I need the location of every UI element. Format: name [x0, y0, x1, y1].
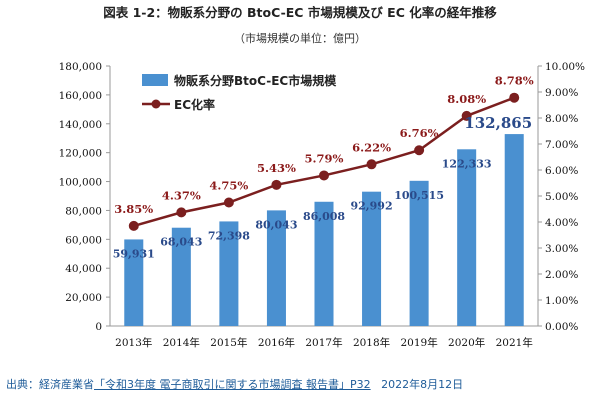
rate-point — [223, 197, 234, 208]
y-right-tick-label: 3.00% — [545, 243, 578, 255]
bar — [314, 201, 334, 326]
legend: 物販系分野BtoC-EC市場規模 EC化率 — [142, 73, 337, 112]
bar — [362, 191, 382, 326]
rate-value-label: 5.43% — [257, 161, 296, 175]
y-left-tick-label: 120,000 — [59, 148, 102, 160]
y-left-tick-label: 0 — [95, 321, 102, 333]
rate-value-label: 5.79% — [305, 151, 344, 165]
bar-value-label: 122,333 — [442, 157, 492, 170]
rate-value-label: 8.08% — [447, 92, 486, 106]
x-tick-label: 2013年 — [115, 336, 152, 349]
rate-point — [509, 92, 520, 103]
y-left-tick-label: 20,000 — [65, 292, 102, 304]
rate-value-label: 6.76% — [400, 126, 439, 140]
bar — [266, 210, 286, 326]
source-note: 出典：経済産業省「令和3年度 電子商取引に関する市場調査 報告書」P32 202… — [6, 376, 463, 392]
source-prefix: 出典：経済産業省 — [6, 378, 94, 391]
bar-value-label: 59,931 — [113, 247, 155, 260]
bar-value-label: 132,865 — [464, 114, 532, 132]
x-tick-label: 2020年 — [448, 336, 485, 349]
x-tick-label: 2014年 — [163, 336, 200, 349]
rate-point — [128, 220, 139, 231]
bar-value-label: 86,008 — [303, 210, 345, 223]
y-right-tick-label: 4.00% — [545, 217, 578, 229]
y-right-tick-label: 9.00% — [545, 87, 578, 99]
rate-point — [461, 110, 472, 121]
y-right-tick-label: 0.00% — [545, 321, 578, 333]
rate-line — [128, 92, 520, 231]
y-left-tick-label: 40,000 — [65, 263, 102, 275]
bar-value-label: 68,043 — [160, 236, 202, 249]
chart-title: 図表 1-2：物販系分野の BtoC-EC 市場規模及び EC 化率の経年推移 — [103, 5, 497, 20]
bar — [219, 221, 239, 326]
y-right-tick-label: 2.00% — [545, 269, 578, 281]
y-left-tick-label: 100,000 — [59, 177, 102, 189]
bar-value-label: 100,515 — [394, 189, 444, 202]
bar — [409, 180, 429, 326]
bar-value-label: 72,398 — [208, 229, 250, 242]
y-left-tick-label: 140,000 — [59, 119, 102, 131]
x-tick-label: 2021年 — [496, 336, 533, 349]
x-tick-label: 2019年 — [400, 336, 437, 349]
x-tick-label: 2017年 — [305, 336, 342, 349]
legend-bar-swatch — [142, 74, 168, 86]
source-date: 2022年8月12日 — [381, 378, 464, 391]
y-right-tick-label: 8.00% — [545, 113, 578, 125]
rate-value-label: 3.85% — [114, 202, 153, 216]
bar — [124, 239, 144, 326]
bar-value-label: 80,043 — [255, 218, 297, 231]
y-right-tick-label: 10.00% — [545, 61, 585, 73]
y-left-tick-label: 180,000 — [59, 61, 102, 73]
rate-value-label: 6.22% — [352, 140, 391, 154]
bar-value-label: 92,992 — [351, 200, 393, 213]
rate-value-label: 8.78% — [495, 74, 534, 88]
y-right-tick-label: 7.00% — [545, 139, 578, 151]
y-right-tick-label: 1.00% — [545, 295, 578, 307]
legend-line-label: EC化率 — [174, 97, 215, 112]
rate-value-label: 4.75% — [209, 179, 248, 193]
x-tick-label: 2018年 — [353, 336, 390, 349]
rate-point — [366, 159, 377, 170]
bar — [171, 227, 191, 326]
chart-subtitle: （市場規模の単位：億円） — [234, 31, 366, 45]
source-report-link[interactable]: 「令和3年度 電子商取引に関する市場調査 報告書」P32 — [94, 378, 371, 391]
y-left-tick-label: 60,000 — [65, 234, 102, 246]
x-tick-label: 2015年 — [210, 336, 247, 349]
rate-value-label: 4.37% — [162, 188, 201, 202]
bars — [124, 134, 524, 326]
rate-point — [176, 207, 187, 218]
rate-point — [319, 170, 329, 181]
y-left-tick-label: 80,000 — [65, 205, 102, 217]
y-right-tick-label: 6.00% — [545, 165, 578, 177]
x-tick-label: 2016年 — [258, 336, 295, 349]
rate-point — [414, 145, 425, 156]
data-labels: 59,931 68,043 72,398 80,043 86,008 92,992100,… — [113, 74, 534, 261]
y-left-tick-label: 160,000 — [59, 90, 102, 102]
legend-bar-label: 物販系分野BtoC-EC市場規模 — [174, 73, 337, 88]
y-right-tick-label: 5.00% — [545, 191, 578, 203]
bar — [504, 134, 524, 326]
legend-line-marker — [151, 99, 161, 109]
bar — [457, 149, 477, 326]
axes: 0 20,000 40,000 60,000 80,000 100,000 120,000 1… — [59, 61, 585, 349]
rate-point — [271, 179, 282, 190]
